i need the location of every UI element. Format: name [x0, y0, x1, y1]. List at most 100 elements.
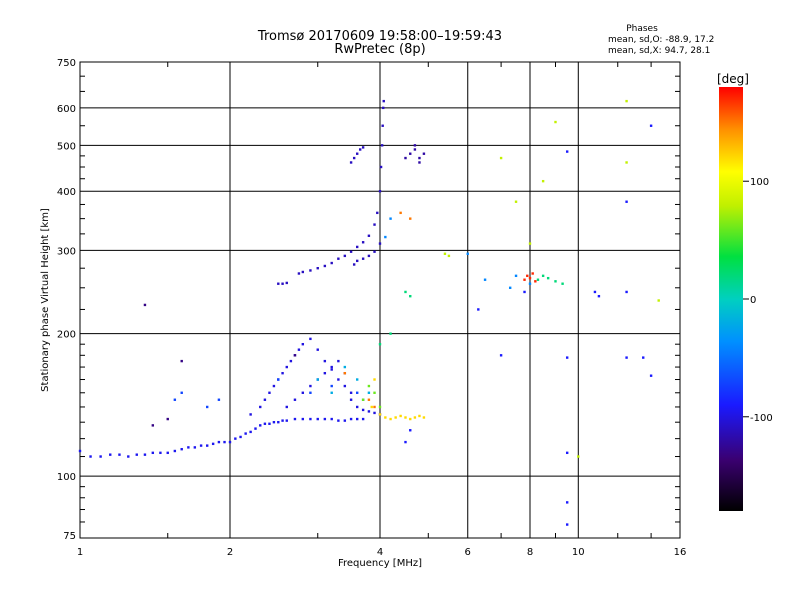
- data-point: [380, 144, 384, 147]
- data-point: [187, 446, 190, 449]
- data-point: [118, 453, 121, 456]
- data-point: [565, 150, 569, 153]
- data-point: [389, 217, 392, 220]
- data-point: [483, 278, 487, 281]
- y-tick-label: 200: [57, 330, 76, 341]
- data-point: [297, 272, 301, 275]
- data-point: [316, 348, 319, 351]
- x-tick-label: 10: [572, 547, 585, 558]
- data-point: [565, 356, 569, 359]
- data-point: [349, 417, 353, 421]
- data-point: [293, 417, 297, 421]
- data-point: [499, 156, 503, 160]
- data-point: [376, 211, 379, 215]
- data-point: [223, 440, 226, 444]
- data-point: [343, 371, 347, 375]
- data-point: [422, 416, 426, 419]
- data-point: [217, 440, 221, 444]
- data-point: [404, 416, 407, 419]
- data-point: [399, 211, 402, 215]
- y-ticks: 75 100 200 300 400 500 600 750: [57, 58, 680, 542]
- colorbar-tick-label: 0: [750, 295, 756, 306]
- data-point: [649, 374, 653, 377]
- x-ticks: 1 2 4 6 8 10 16: [77, 62, 687, 558]
- colorbar-tick-label: -100: [750, 413, 773, 424]
- data-point: [285, 365, 288, 369]
- data-point: [349, 391, 353, 394]
- data-point: [409, 152, 412, 155]
- data-point: [249, 413, 252, 416]
- colorbar-gradient: [719, 87, 743, 511]
- x-tick-label: 2: [227, 547, 233, 558]
- data-point: [554, 280, 557, 283]
- data-point: [409, 217, 412, 220]
- colorbar-label: [deg]: [717, 72, 749, 86]
- data-point: [394, 416, 397, 419]
- data-point: [343, 384, 347, 388]
- data-point: [268, 391, 271, 394]
- data-point: [413, 416, 417, 419]
- data-point: [263, 398, 267, 401]
- data-point: [541, 274, 545, 278]
- data-point: [337, 419, 340, 422]
- data-point: [409, 429, 412, 432]
- data-point: [173, 449, 177, 453]
- data-point: [418, 156, 421, 160]
- y-tick-label: 500: [57, 141, 76, 152]
- x-tick-label: 4: [377, 547, 383, 558]
- data-point: [523, 278, 526, 281]
- data-point: [367, 398, 371, 401]
- data-point: [228, 440, 232, 444]
- data-point: [180, 359, 183, 363]
- data-point: [534, 280, 537, 283]
- data-point: [301, 342, 305, 346]
- data-point: [301, 417, 305, 421]
- data-point: [361, 408, 365, 412]
- data-point: [143, 303, 147, 307]
- data-point: [217, 398, 221, 401]
- data-point: [561, 282, 564, 285]
- data-point: [309, 384, 312, 388]
- data-point: [409, 417, 412, 421]
- data-point: [127, 455, 130, 458]
- data-point: [343, 419, 347, 422]
- data-point: [593, 290, 597, 294]
- data-point: [281, 419, 284, 422]
- data-point: [355, 391, 359, 394]
- y-tick-label: 400: [57, 187, 76, 198]
- data-point: [625, 356, 628, 359]
- data-point: [373, 223, 376, 226]
- data-point: [159, 451, 162, 455]
- stats-heading: Phases: [626, 24, 658, 34]
- data-point: [205, 405, 209, 409]
- data-point: [285, 405, 288, 409]
- x-tick-label: 16: [674, 547, 687, 558]
- data-point: [199, 444, 203, 447]
- data-point: [382, 99, 385, 103]
- data-point: [367, 384, 371, 388]
- data-point: [378, 342, 382, 346]
- data-point: [316, 378, 319, 381]
- data-point: [508, 286, 512, 289]
- data-point: [565, 451, 569, 455]
- data-point: [323, 264, 327, 268]
- colorbar-tick-label: 100: [750, 177, 769, 188]
- x-axis-label: Frequency [MHz]: [338, 558, 422, 569]
- data-point: [413, 144, 417, 147]
- data-point: [378, 242, 382, 245]
- data-point: [528, 242, 532, 245]
- data-point: [367, 391, 371, 394]
- x-tick-label: 8: [527, 547, 533, 558]
- y-tick-label: 300: [57, 246, 76, 257]
- data-point: [285, 419, 288, 422]
- data-point: [541, 179, 545, 183]
- data-point: [413, 148, 417, 151]
- data-point: [384, 235, 387, 239]
- data-point: [143, 453, 147, 456]
- data-point: [523, 290, 526, 294]
- data-point: [281, 282, 284, 285]
- data-point: [323, 371, 327, 375]
- data-point: [173, 398, 177, 401]
- data-point: [323, 417, 327, 421]
